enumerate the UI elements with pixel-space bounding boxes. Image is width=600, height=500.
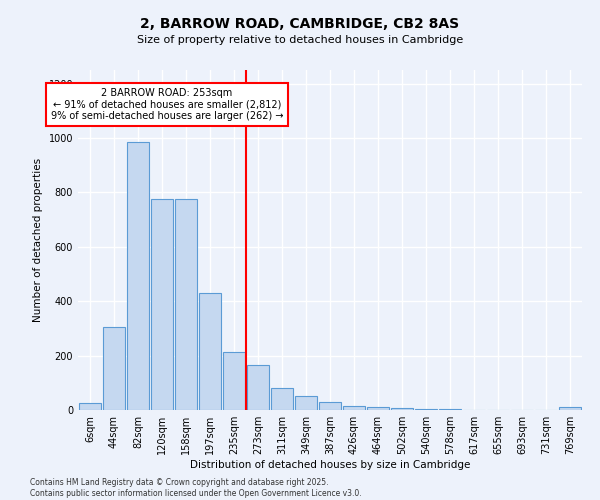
Bar [559,408,581,410]
Bar [343,406,365,410]
Bar [79,403,101,410]
Bar [247,365,269,410]
X-axis label: Distribution of detached houses by size in Cambridge: Distribution of detached houses by size … [190,460,470,470]
Bar [103,327,125,410]
Bar [271,388,293,410]
Bar [295,396,317,410]
Bar [151,199,173,410]
Bar [199,293,221,410]
Bar [175,199,197,410]
Bar [415,408,437,410]
Text: Contains HM Land Registry data © Crown copyright and database right 2025.
Contai: Contains HM Land Registry data © Crown c… [30,478,362,498]
Y-axis label: Number of detached properties: Number of detached properties [33,158,43,322]
Bar [439,409,461,410]
Bar [223,352,245,410]
Bar [319,402,341,410]
Bar [367,408,389,410]
Bar [127,142,149,410]
Text: Size of property relative to detached houses in Cambridge: Size of property relative to detached ho… [137,35,463,45]
Text: 2, BARROW ROAD, CAMBRIDGE, CB2 8AS: 2, BARROW ROAD, CAMBRIDGE, CB2 8AS [140,18,460,32]
Bar [391,408,413,410]
Text: 2 BARROW ROAD: 253sqm
← 91% of detached houses are smaller (2,812)
9% of semi-de: 2 BARROW ROAD: 253sqm ← 91% of detached … [50,88,283,121]
